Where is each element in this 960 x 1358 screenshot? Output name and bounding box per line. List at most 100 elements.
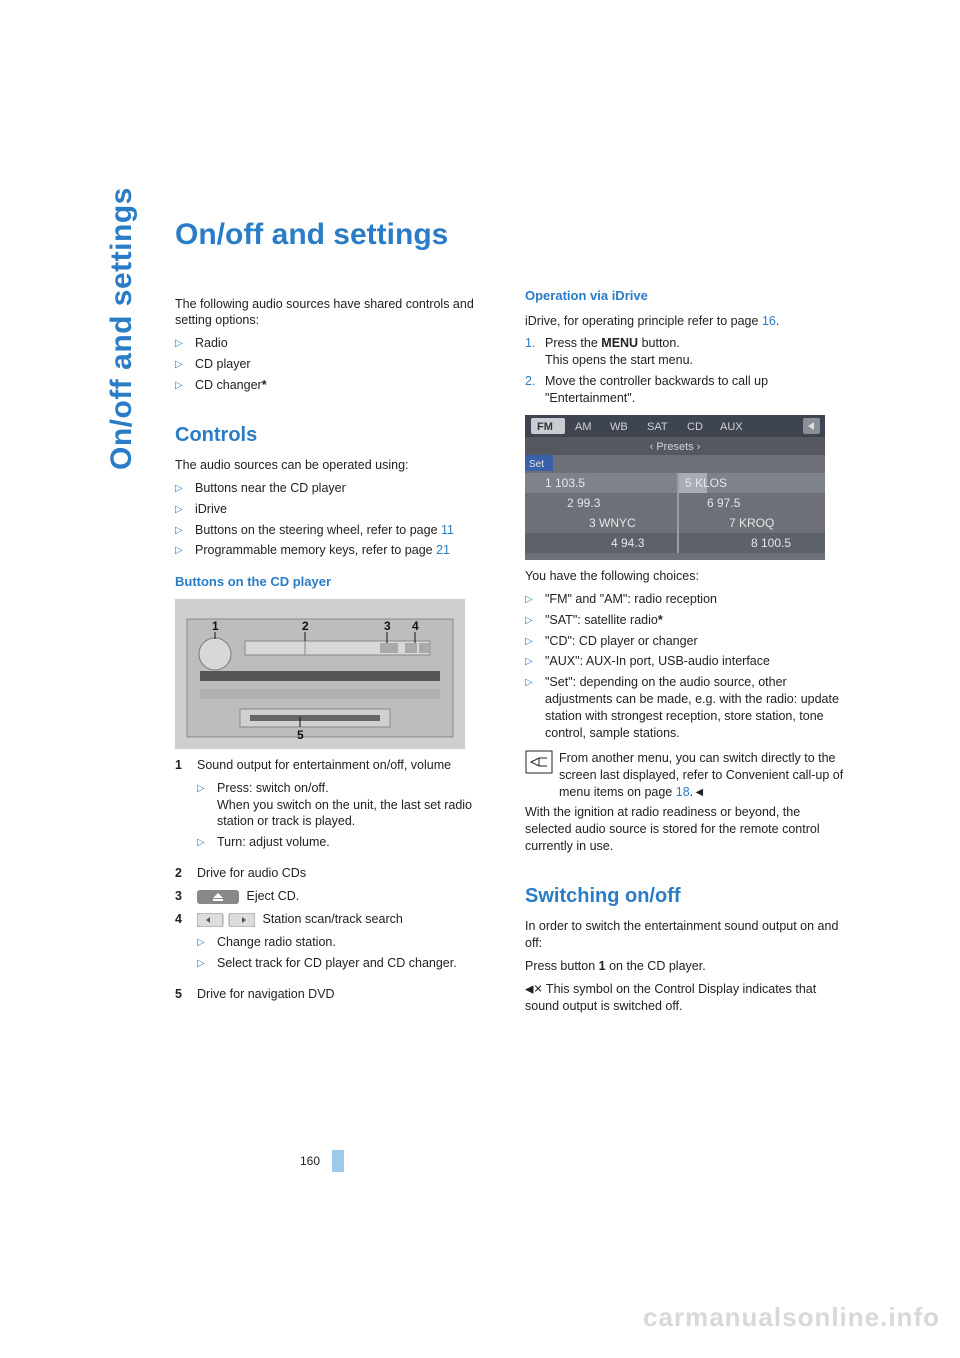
list-text: Change radio station.	[217, 934, 336, 951]
list-item: ▷Programmable memory keys, refer to page…	[175, 542, 495, 559]
bullet-icon: ▷	[525, 633, 545, 650]
list-text: Buttons near the CD player	[195, 480, 346, 497]
list-item: ▷Radio	[175, 335, 495, 352]
bullet-icon: ▷	[197, 955, 217, 972]
mute-icon: ◀✕	[525, 983, 543, 995]
switching-p2: Press button 1 on the CD player.	[525, 958, 845, 975]
note-block: From another menu, you can switch direct…	[525, 750, 845, 801]
cd-player-figure: 1 2 3 4 5	[175, 599, 495, 749]
bullet-icon: ▷	[175, 335, 195, 352]
svg-text:1 103.5: 1 103.5	[545, 476, 585, 490]
def-item: 5 Drive for navigation DVD	[175, 986, 495, 1003]
idrive-heading: Operation via iDrive	[525, 287, 845, 305]
idrive-intro: iDrive, for operating principle refer to…	[525, 313, 845, 330]
callout-4: 4	[412, 619, 419, 633]
svg-text:3 WNYC: 3 WNYC	[589, 516, 636, 530]
def-item: 4 Station scan/track search ▷Change radi…	[175, 911, 495, 980]
list-text: "AUX": AUX-In port, USB-audio interface	[545, 653, 770, 670]
list-text: Programmable memory keys, refer to page …	[195, 542, 450, 559]
step-text: Press the MENU button.This opens the sta…	[545, 335, 693, 369]
list-item: ▷Turn: adjust volume.	[197, 834, 495, 851]
bullet-icon: ▷	[175, 480, 195, 497]
list-text: Select track for CD player and CD change…	[217, 955, 457, 972]
list-text: CD changer*	[195, 377, 267, 394]
watermark: carmanualsonline.info	[643, 1302, 940, 1333]
list-item: ▷CD player	[175, 356, 495, 373]
idrive-after: With the ignition at radio readiness or …	[525, 804, 845, 855]
list-text: Radio	[195, 335, 228, 352]
callout-2: 2	[302, 619, 309, 633]
bullet-icon: ▷	[197, 834, 217, 851]
svg-text:WB: WB	[610, 421, 628, 433]
list-item: ▷Select track for CD player and CD chang…	[197, 955, 495, 972]
page-bar-icon	[332, 1150, 344, 1172]
bullet-icon: ▷	[525, 612, 545, 629]
list-item: ▷"SAT": satellite radio*	[525, 612, 845, 629]
note-icon	[525, 750, 559, 801]
list-item: ▷"FM" and "AM": radio reception	[525, 591, 845, 608]
list-text: "SAT": satellite radio*	[545, 612, 663, 629]
note-text: From another menu, you can switch direct…	[559, 750, 845, 801]
choices-intro: You have the following choices:	[525, 568, 845, 585]
list-text: "FM" and "AM": radio reception	[545, 591, 717, 608]
switching-heading: Switching on/off	[525, 883, 845, 910]
def-item: 2 Drive for audio CDs	[175, 865, 495, 882]
list-item: ▷"AUX": AUX-In port, USB-audio interface	[525, 653, 845, 670]
list-item: ▷Change radio station.	[197, 934, 495, 951]
bullet-icon: ▷	[197, 934, 217, 951]
page-number: 160	[300, 1150, 344, 1172]
list-text: iDrive	[195, 501, 227, 518]
svg-text:AUX: AUX	[720, 421, 743, 433]
idrive-steps: 1.Press the MENU button.This opens the s…	[525, 335, 845, 407]
list-text: CD player	[195, 356, 251, 373]
controls-intro: The audio sources can be operated using:	[175, 457, 495, 474]
list-item: ▷Press: switch on/off.When you switch on…	[197, 780, 495, 831]
svg-text:7 KROQ: 7 KROQ	[729, 516, 774, 530]
def-number: 2	[175, 865, 197, 882]
step-item: 2.Move the controller backwards to call …	[525, 373, 845, 407]
button-definitions: 1 Sound output for entertainment on/off,…	[175, 757, 495, 1003]
def-item: 3 Eject CD.	[175, 888, 495, 905]
def-number: 4	[175, 911, 197, 980]
svg-text:8 100.5: 8 100.5	[751, 536, 791, 550]
svg-text:Set: Set	[529, 459, 544, 470]
svg-text:2 99.3: 2 99.3	[567, 496, 601, 510]
list-item: ▷iDrive	[175, 501, 495, 518]
left-column: On/off and settings The following audio …	[175, 215, 495, 1020]
def-body: Sound output for entertainment on/off, v…	[197, 757, 495, 859]
buttons-heading: Buttons on the CD player	[175, 573, 495, 591]
def-body: Drive for navigation DVD	[197, 986, 495, 1003]
switching-p3: ◀✕ This symbol on the Control Display in…	[525, 981, 845, 1015]
svg-text:CD: CD	[687, 421, 703, 433]
bullet-icon: ▷	[175, 356, 195, 373]
step-number: 2.	[525, 373, 545, 407]
def-body: Station scan/track search ▷Change radio …	[197, 911, 495, 980]
source-list: ▷Radio ▷CD player ▷CD changer*	[175, 335, 495, 394]
list-text: Press: switch on/off.When you switch on …	[217, 780, 495, 831]
list-item: ▷Buttons near the CD player	[175, 480, 495, 497]
svg-text:5 KLOS: 5 KLOS	[685, 476, 727, 490]
bullet-icon: ▷	[175, 542, 195, 559]
bullet-icon: ▷	[175, 522, 195, 539]
list-text: "Set": depending on the audio source, ot…	[545, 674, 845, 742]
list-text: Turn: adjust volume.	[217, 834, 330, 851]
bullet-icon: ▷	[525, 653, 545, 670]
list-item: ▷CD changer*	[175, 377, 495, 394]
svg-text:4 94.3: 4 94.3	[611, 536, 645, 550]
svg-text:6 97.5: 6 97.5	[707, 496, 741, 510]
step-text: Move the controller backwards to call up…	[545, 373, 845, 407]
svg-text:AM: AM	[575, 421, 592, 433]
callout-1: 1	[212, 619, 219, 633]
bullet-icon: ▷	[525, 674, 545, 742]
controls-list: ▷Buttons near the CD player ▷iDrive ▷But…	[175, 480, 495, 560]
svg-text:‹ Presets ›: ‹ Presets ›	[650, 441, 701, 453]
bullet-icon: ▷	[197, 780, 217, 831]
idrive-screen-figure: FM AM WB SAT CD AUX ‹ Presets ›	[525, 415, 845, 560]
choices-list: ▷"FM" and "AM": radio reception ▷"SAT": …	[525, 591, 845, 742]
list-item: ▷"Set": depending on the audio source, o…	[525, 674, 845, 742]
svg-text:FM: FM	[537, 421, 553, 433]
svg-text:SAT: SAT	[647, 421, 668, 433]
def-body: Drive for audio CDs	[197, 865, 495, 882]
bullet-icon: ▷	[525, 591, 545, 608]
list-item: ▷Buttons on the steering wheel, refer to…	[175, 522, 495, 539]
